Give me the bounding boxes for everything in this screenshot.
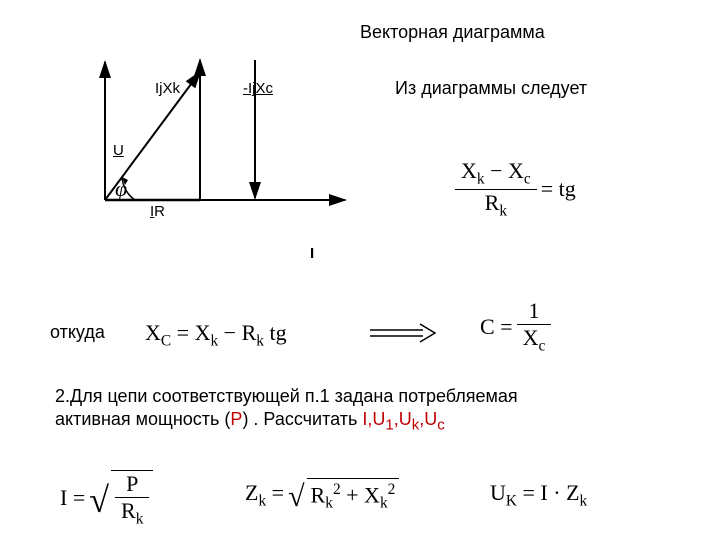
formula-i-prefix: I = <box>60 485 85 511</box>
label-ijxk: IjXk <box>155 80 180 97</box>
formula-i-den: Rk <box>115 498 149 527</box>
label-ir: IR <box>150 203 165 220</box>
task-vars: I,U1,Uk,Uc <box>362 409 444 429</box>
formula-xc: XC = Xk − Rk tg <box>145 320 287 350</box>
formula-zk-body: Rk2 + Xk2 <box>307 478 400 513</box>
formula-c-den: Xc <box>517 325 552 354</box>
formula-c: C = 1 Xc <box>480 300 551 354</box>
task-line1: 2.Для цепи соответствующей п.1 задана по… <box>55 386 518 406</box>
formula-zk: Zk = √ Rk2 + Xk2 <box>245 478 399 513</box>
task-line2a: активная мощность ( <box>55 409 230 429</box>
label-mijxc: -IjXc <box>243 80 273 97</box>
label-phi: φ <box>115 176 127 202</box>
formula-i: I = √ P Rk <box>60 470 153 527</box>
formula-tan-num: Xk − Xc <box>455 160 537 190</box>
task-p: P <box>230 409 242 429</box>
formula-c-num: 1 <box>517 300 552 325</box>
formula-tan: Xk − Xc Rk = tg <box>455 160 576 219</box>
formula-i-num: P <box>115 473 149 498</box>
otkuda-label: откуда <box>50 322 105 343</box>
formula-uk: UK = I · Zk <box>490 480 587 510</box>
vector-diagram <box>0 0 400 300</box>
formula-zk-prefix: Zk = <box>245 480 284 510</box>
label-ir-letter: I <box>150 203 154 220</box>
formula-tan-den: Rk <box>455 190 537 219</box>
formula-tan-rhs: = tg <box>541 176 576 202</box>
implies-arrow-icon <box>365 320 445 348</box>
label-u: U <box>113 142 124 159</box>
formula-c-lhs: C = <box>480 314 513 340</box>
task-line2b: ) . Рассчитать <box>242 409 362 429</box>
label-i: I <box>310 245 314 262</box>
task-text: 2.Для цепи соответствующей п.1 задана по… <box>55 385 665 435</box>
diagram-subtitle: Из диаграммы следует <box>395 78 587 99</box>
